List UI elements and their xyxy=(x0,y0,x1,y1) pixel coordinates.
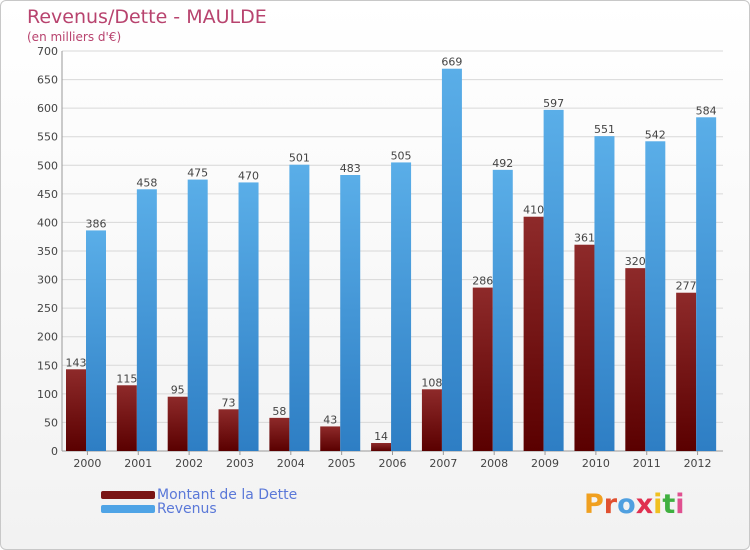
y-tick-label: 50 xyxy=(44,416,58,429)
bar-label-dette: 115 xyxy=(116,372,137,385)
bar-label-revenus: 542 xyxy=(645,128,666,141)
bar-revenus xyxy=(136,189,157,452)
y-tick-label: 150 xyxy=(37,359,58,372)
bar-revenus xyxy=(289,164,310,451)
logo-letter: i xyxy=(653,489,663,520)
bar-revenus xyxy=(492,169,513,451)
bar-revenus xyxy=(645,141,666,452)
x-tick-label: 2009 xyxy=(531,457,559,470)
x-tick-label: 2005 xyxy=(328,457,356,470)
legend-label-revenus: Revenus xyxy=(157,501,217,517)
bar-revenus xyxy=(86,230,106,451)
bar-dette xyxy=(66,369,86,451)
bar-dette xyxy=(676,292,697,451)
bar-revenus xyxy=(187,179,208,452)
bar-label-dette: 58 xyxy=(272,405,286,418)
x-tick-label: 2012 xyxy=(684,457,712,470)
bar-label-revenus: 669 xyxy=(441,56,462,69)
logo-letter: o xyxy=(617,489,636,520)
logo-letter: x xyxy=(635,489,654,520)
bar-dette xyxy=(167,396,188,451)
legend-swatch-dette xyxy=(101,491,155,499)
bar-revenus xyxy=(441,68,462,451)
y-tick-label: 600 xyxy=(37,102,58,115)
logo-letter: t xyxy=(662,489,676,520)
chart-title: Revenus/Dette - MAULDE xyxy=(27,6,267,28)
bar-dette xyxy=(421,389,442,451)
y-tick-label: 550 xyxy=(37,131,58,144)
bar-label-revenus: 470 xyxy=(238,169,259,182)
bar-dette xyxy=(472,287,493,451)
y-tick-label: 250 xyxy=(37,302,58,315)
bar-revenus xyxy=(594,136,615,451)
bar-label-dette: 14 xyxy=(374,430,388,443)
x-tick-label: 2006 xyxy=(379,457,407,470)
logo-letter: P xyxy=(584,489,604,520)
y-tick-label: 450 xyxy=(37,188,58,201)
bar-dette xyxy=(574,244,595,451)
bar-revenus xyxy=(543,109,564,451)
bar-label-revenus: 597 xyxy=(543,97,564,110)
bar-label-dette: 320 xyxy=(625,255,646,268)
bar-label-revenus: 492 xyxy=(492,157,513,170)
y-tick-label: 0 xyxy=(51,445,58,458)
bar-dette xyxy=(523,216,544,451)
logo-letter: r xyxy=(603,489,618,520)
bar-dette xyxy=(269,417,290,451)
bar-label-revenus: 458 xyxy=(136,176,157,189)
bar-label-dette: 143 xyxy=(66,356,87,369)
bar-revenus xyxy=(340,175,361,451)
legend-item-dette: Montant de la Dette xyxy=(101,487,298,503)
bar-label-revenus: 584 xyxy=(696,104,717,117)
x-tick-label: 2001 xyxy=(124,457,152,470)
bar-label-dette: 73 xyxy=(222,396,236,409)
logo-letter: i xyxy=(675,489,685,520)
legend-item-revenus: Revenus xyxy=(101,501,217,517)
y-tick-label: 350 xyxy=(37,245,58,258)
x-tick-label: 2008 xyxy=(480,457,508,470)
bar-label-revenus: 501 xyxy=(289,152,310,165)
bar-label-dette: 43 xyxy=(323,413,337,426)
bar-label-dette: 410 xyxy=(523,204,544,217)
y-tick-label: 100 xyxy=(37,388,58,401)
x-tick-label: 2004 xyxy=(277,457,305,470)
bar-dette xyxy=(625,268,646,451)
proxiti-logo: Proxiti xyxy=(584,489,685,520)
bar-revenus xyxy=(696,117,717,452)
bar-label-dette: 95 xyxy=(171,384,185,397)
bar-label-dette: 108 xyxy=(421,376,442,389)
bar-dette xyxy=(218,409,239,451)
bar-label-revenus: 475 xyxy=(187,167,208,180)
bar-label-revenus: 483 xyxy=(340,162,361,175)
x-tick-label: 2011 xyxy=(633,457,661,470)
x-tick-label: 2000 xyxy=(73,457,101,470)
y-tick-label: 300 xyxy=(37,274,58,287)
bar-label-dette: 277 xyxy=(676,280,697,293)
y-tick-label: 500 xyxy=(37,159,58,172)
x-tick-label: 2003 xyxy=(226,457,254,470)
bar-revenus xyxy=(238,182,259,451)
bar-label-revenus: 386 xyxy=(86,217,107,230)
bar-dette xyxy=(320,426,341,451)
bar-dette xyxy=(116,385,137,451)
x-tick-label: 2002 xyxy=(175,457,203,470)
bar-label-revenus: 505 xyxy=(391,149,412,162)
y-tick-label: 200 xyxy=(37,331,58,344)
y-tick-label: 400 xyxy=(37,216,58,229)
bar-label-dette: 361 xyxy=(574,232,595,245)
x-tick-label: 2010 xyxy=(582,457,610,470)
legend-swatch-revenus xyxy=(101,505,155,513)
bar-dette xyxy=(371,443,392,451)
bar-revenus xyxy=(391,162,412,451)
chart-subtitle: (en milliers d'€) xyxy=(27,30,122,44)
bar-label-revenus: 551 xyxy=(594,123,615,136)
y-tick-label: 700 xyxy=(37,45,58,58)
bar-label-dette: 286 xyxy=(472,275,493,288)
legend-label-dette: Montant de la Dette xyxy=(157,487,298,503)
x-tick-label: 2007 xyxy=(429,457,457,470)
y-tick-label: 650 xyxy=(37,74,58,87)
